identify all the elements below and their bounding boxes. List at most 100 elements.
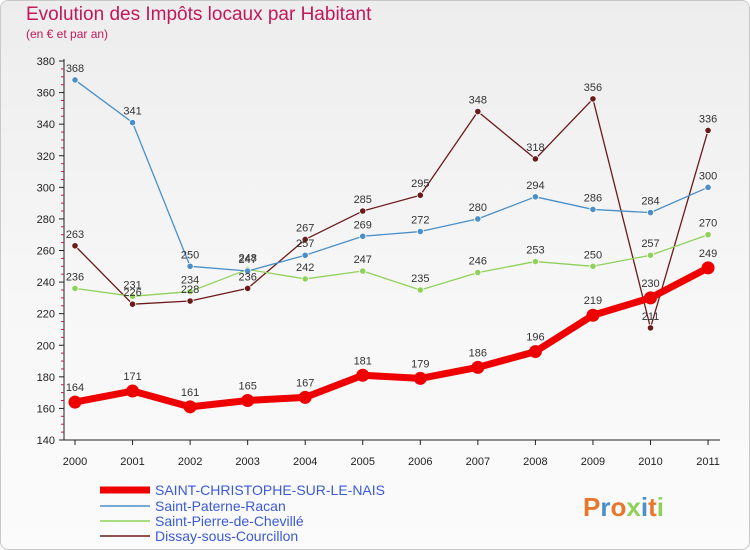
brand-letter: x (626, 492, 641, 522)
series-saint-pierre-de-chevill (71, 231, 712, 300)
data-label: 263 (66, 229, 84, 241)
data-point (186, 287, 194, 296)
data-point (646, 324, 655, 332)
data-label: 231 (123, 279, 141, 291)
data-label: 181 (354, 355, 372, 367)
data-label: 186 (469, 347, 487, 359)
data-point (71, 284, 79, 292)
series-saint-christophe-sur-le-nais (68, 261, 715, 414)
data-point (589, 95, 597, 103)
brand-letter: i (657, 492, 664, 522)
x-tick-label: 2006 (408, 456, 432, 468)
data-label: 164 (66, 382, 84, 394)
legend-item: Dissay-sous-Courcillon (100, 528, 298, 544)
data-point (241, 394, 255, 408)
data-point (589, 262, 597, 270)
data-label: 161 (181, 387, 199, 399)
data-label: 228 (181, 284, 199, 296)
data-label: 286 (584, 192, 602, 204)
data-point (301, 235, 309, 244)
series-line (74, 234, 709, 297)
y-tick-label: 180 (37, 372, 55, 384)
data-point (474, 269, 482, 277)
brand-letter: P (583, 492, 600, 522)
data-label: 253 (526, 245, 544, 257)
legend-label: Dissay-sous-Courcillon (155, 528, 298, 544)
data-label: 236 (238, 271, 256, 283)
data-label: 336 (699, 113, 717, 125)
y-tick-label: 220 (37, 309, 55, 321)
data-label: 257 (296, 238, 314, 250)
series-dissay-sous-courcillon (71, 95, 712, 332)
x-tick-label: 2004 (293, 456, 317, 468)
axes: 140 160 180 200 220 240 260 280 300 320 340 360 380 2… (37, 56, 720, 468)
data-labels-layer: 263 226 228 236 267 285 295 348 318 356 211 336 236 2… (66, 63, 717, 399)
data-point (186, 297, 194, 305)
data-point (356, 368, 370, 382)
data-label: 295 (411, 178, 429, 190)
data-label: 247 (238, 254, 256, 266)
data-label: 242 (296, 262, 314, 274)
data-label: 341 (123, 106, 141, 118)
data-label: 294 (526, 180, 544, 192)
legend-item: Saint-Paterne-Racan (100, 498, 286, 514)
data-point (474, 215, 482, 223)
y-tick-label: 320 (37, 151, 55, 163)
data-point (471, 360, 485, 374)
data-point (359, 207, 367, 215)
data-label: 246 (469, 256, 487, 268)
brand-letter: i (641, 492, 648, 522)
data-label: 196 (526, 332, 544, 344)
data-point (128, 118, 137, 127)
data-label: 165 (238, 381, 256, 393)
x-tick-label: 2003 (235, 456, 259, 468)
data-point (416, 286, 424, 294)
data-label: 248 (238, 252, 256, 264)
data-label: 269 (354, 219, 372, 231)
data-point (359, 232, 367, 240)
legend-label: SAINT-CHRISTOPHE-SUR-LE-NAIS (155, 482, 385, 498)
data-point (244, 267, 252, 275)
data-point (128, 300, 137, 308)
series-line (74, 98, 709, 329)
data-label: 249 (699, 248, 717, 260)
data-label: 167 (296, 377, 314, 389)
x-tick-label: 2009 (581, 456, 605, 468)
data-label: 368 (66, 63, 84, 75)
data-point (244, 284, 252, 292)
data-label: 179 (411, 358, 429, 370)
x-tick-label: 2001 (120, 456, 144, 468)
y-tick-label: 140 (37, 435, 55, 447)
data-point (586, 308, 600, 322)
data-point (646, 209, 655, 217)
data-point (126, 384, 140, 398)
y-tick-label: 300 (37, 182, 55, 194)
data-point (704, 183, 712, 191)
data-point (301, 275, 309, 283)
data-point (416, 191, 424, 199)
data-point (646, 251, 655, 259)
data-point (298, 390, 312, 404)
proxiti-logo: Proxiti (583, 492, 664, 522)
data-label: 226 (123, 287, 141, 299)
x-tick-label: 2011 (696, 456, 720, 468)
data-point (531, 193, 540, 201)
data-label: 267 (296, 222, 314, 234)
series-line (74, 79, 709, 272)
data-point (359, 267, 367, 275)
data-point (71, 242, 79, 250)
data-label: 285 (354, 194, 372, 206)
data-label: 272 (411, 215, 429, 227)
data-label: 257 (641, 238, 659, 250)
data-label: 234 (181, 275, 199, 287)
data-label: 270 (699, 218, 717, 230)
data-point (528, 345, 542, 359)
series-layer (68, 76, 715, 414)
data-label: 300 (699, 170, 717, 182)
data-point (531, 155, 540, 163)
x-tick-label: 2007 (466, 456, 490, 468)
data-label: 171 (123, 371, 141, 383)
data-label: 280 (469, 202, 487, 214)
y-tick-label: 240 (37, 277, 55, 289)
data-point (183, 400, 197, 414)
